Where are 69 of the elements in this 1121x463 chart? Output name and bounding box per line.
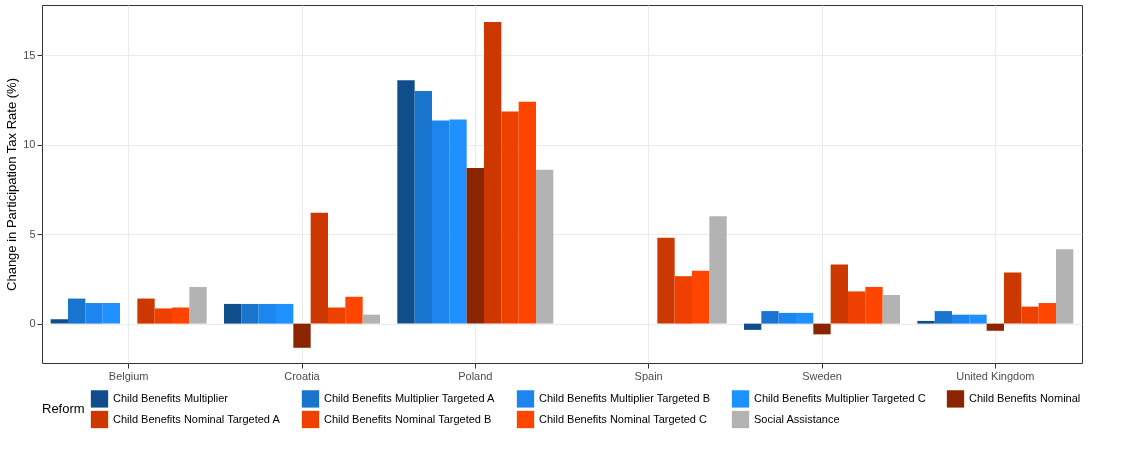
bar bbox=[310, 212, 328, 324]
legend-title: Reform bbox=[42, 401, 85, 416]
bar bbox=[865, 286, 883, 324]
bar bbox=[1021, 306, 1039, 324]
bar bbox=[796, 312, 814, 324]
legend-label: Child Benefits Nominal Targeted A bbox=[113, 412, 281, 425]
legend-label: Child Benefits Nominal Targeted C bbox=[539, 412, 707, 425]
bar bbox=[518, 101, 536, 324]
x-tick-label: United Kingdom bbox=[956, 369, 1035, 382]
bar bbox=[484, 22, 502, 324]
bar bbox=[224, 303, 242, 324]
bar bbox=[709, 216, 727, 324]
bar bbox=[501, 111, 519, 324]
bar bbox=[414, 90, 432, 324]
bar bbox=[1038, 303, 1056, 324]
x-tick-label: Spain bbox=[634, 369, 663, 382]
bar bbox=[102, 303, 120, 324]
bar bbox=[258, 303, 276, 324]
bar bbox=[778, 312, 796, 324]
bar bbox=[761, 311, 779, 324]
bar bbox=[466, 167, 484, 324]
bar bbox=[154, 308, 172, 324]
y-tick-label: 15 bbox=[23, 48, 36, 61]
x-tick-label: Sweden bbox=[802, 369, 842, 382]
bar bbox=[137, 298, 155, 324]
bar bbox=[1056, 249, 1074, 324]
x-tick-label: Poland bbox=[458, 369, 493, 382]
legend-label: Child Benefits Multiplier Targeted B bbox=[539, 391, 710, 404]
bar bbox=[882, 294, 900, 324]
bar bbox=[917, 320, 935, 324]
bar bbox=[432, 120, 450, 324]
bar bbox=[345, 296, 363, 324]
bar bbox=[934, 311, 952, 324]
bar bbox=[744, 323, 762, 330]
x-tick-label: Belgium bbox=[108, 369, 149, 382]
legend-label: Child Benefits Nominal Targeted B bbox=[324, 412, 492, 425]
bar bbox=[189, 286, 207, 324]
bar bbox=[68, 298, 86, 324]
legend-label: Social Assistance bbox=[754, 412, 840, 425]
bar bbox=[848, 291, 866, 324]
bar bbox=[449, 119, 467, 324]
y-tick-label: 0 bbox=[29, 317, 36, 330]
bar bbox=[172, 307, 190, 324]
legend-label: Child Benefits Multiplier Targeted A bbox=[324, 391, 496, 404]
bar bbox=[986, 323, 1004, 331]
bar bbox=[328, 307, 346, 324]
legend-label: Child Benefits Nominal bbox=[969, 391, 1081, 404]
y-axis-title: Change in Participation Tax Rate (%) bbox=[4, 78, 20, 291]
legend-label: Child Benefits Multiplier bbox=[113, 391, 229, 404]
bar bbox=[813, 323, 831, 335]
bar bbox=[276, 303, 294, 324]
bar bbox=[50, 319, 68, 324]
bar bbox=[657, 237, 675, 324]
bar bbox=[397, 80, 415, 324]
legend-label: Child Benefits Multiplier Targeted C bbox=[754, 391, 926, 404]
bar bbox=[362, 314, 380, 324]
bar bbox=[830, 264, 848, 324]
bar bbox=[293, 323, 311, 348]
bar bbox=[85, 303, 103, 324]
bar bbox=[674, 276, 692, 324]
bar bbox=[952, 314, 970, 324]
y-tick-label: 10 bbox=[23, 138, 36, 151]
y-tick-label: 5 bbox=[29, 227, 36, 240]
bar bbox=[969, 314, 987, 324]
bar bbox=[692, 270, 710, 324]
bar bbox=[1004, 272, 1022, 324]
x-tick-label: Croatia bbox=[284, 369, 321, 382]
bar bbox=[536, 169, 554, 324]
bar bbox=[241, 303, 259, 324]
